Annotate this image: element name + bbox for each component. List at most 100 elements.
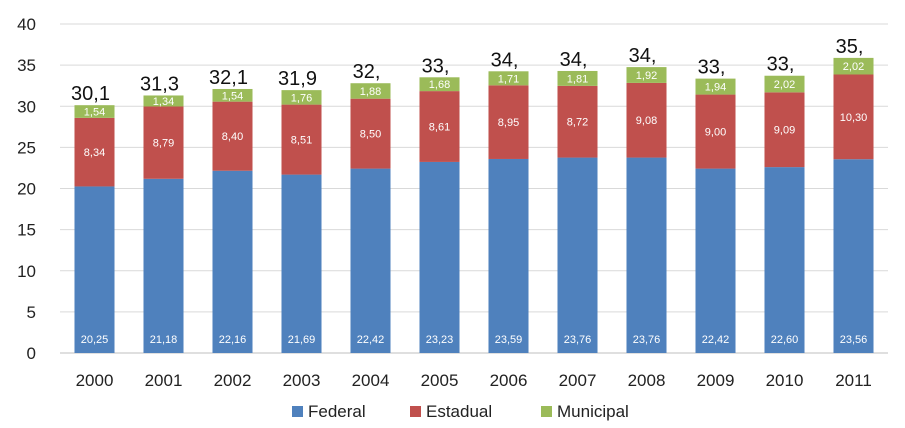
- data-label-estadual: 8,51: [291, 135, 312, 147]
- total-label: 33,: [698, 57, 726, 79]
- data-label-municipal: 1,71: [498, 73, 519, 85]
- total-label: 32,: [353, 61, 381, 83]
- bar-municipal: [419, 77, 460, 92]
- total-label: 32,1: [209, 67, 248, 89]
- data-label-federal: 22,42: [357, 334, 385, 346]
- data-label-municipal: 1,92: [636, 70, 657, 82]
- data-label-estadual: 9,08: [636, 115, 657, 127]
- data-label-municipal: 1,88: [360, 86, 381, 98]
- bar-estadual: [626, 82, 667, 158]
- bar-municipal: [212, 88, 253, 102]
- data-label-federal: 23,76: [633, 334, 661, 346]
- legend-label-federal: Federal: [308, 402, 366, 421]
- data-label-municipal: 1,34: [153, 96, 174, 108]
- y-tick-label: 5: [27, 303, 36, 322]
- y-tick-label: 35: [17, 56, 36, 75]
- x-tick-label: 2005: [421, 371, 459, 390]
- bar-municipal: [626, 67, 667, 83]
- data-label-estadual: 10,30: [840, 112, 868, 124]
- bar-federal: [350, 168, 391, 353]
- x-axis: 2000 2001 2002 2003 2004 2005 2006 2007 2008 2009…: [76, 371, 872, 390]
- data-label-federal: 22,42: [702, 334, 730, 346]
- bar-estadual: [419, 91, 460, 162]
- bar-municipal: [74, 105, 115, 118]
- bar-estadual: [764, 92, 805, 168]
- y-tick-label: 0: [27, 344, 36, 363]
- y-tick-label: 10: [17, 262, 36, 281]
- legend-swatch-municipal: [541, 406, 552, 417]
- bar-federal: [557, 157, 598, 353]
- data-label-municipal: 1,68: [429, 79, 450, 91]
- total-label: 31,9: [278, 68, 317, 90]
- data-label-federal: 23,56: [840, 334, 868, 346]
- bar-municipal: [350, 83, 391, 99]
- bar-federal: [281, 174, 322, 353]
- bar-estadual: [488, 85, 529, 159]
- bar-estadual: [74, 117, 115, 187]
- total-label: 30,1: [71, 83, 110, 105]
- x-tick-label: 2011: [835, 371, 872, 390]
- total-label: 34,: [629, 45, 657, 67]
- bar-estadual: [143, 106, 184, 179]
- x-tick-label: 2009: [697, 371, 735, 390]
- bar-municipal: [488, 71, 529, 86]
- bar-federal: [695, 168, 736, 353]
- x-tick-label: 2003: [283, 371, 321, 390]
- data-label-federal: 22,16: [219, 334, 247, 346]
- data-label-federal: 21,69: [288, 334, 316, 346]
- data-label-municipal: 2,02: [843, 61, 864, 73]
- x-tick-label: 2010: [766, 371, 804, 390]
- bar-federal: [764, 167, 805, 353]
- bar-federal: [143, 178, 184, 353]
- x-tick-label: 2007: [559, 371, 597, 390]
- x-tick-label: 2004: [352, 371, 390, 390]
- bar-federal: [833, 159, 874, 353]
- y-tick-label: 20: [17, 180, 36, 199]
- x-tick-label: 2008: [628, 371, 666, 390]
- bar-municipal: [281, 90, 322, 105]
- data-label-estadual: 8,50: [360, 129, 381, 141]
- y-tick-label: 15: [17, 221, 36, 240]
- legend-swatch-estadual: [410, 406, 421, 417]
- data-label-municipal: 1,81: [567, 73, 588, 85]
- bar-municipal: [764, 75, 805, 93]
- data-label-estadual: 8,40: [222, 131, 243, 143]
- x-tick-label: 2006: [490, 371, 528, 390]
- bar-municipal: [143, 95, 184, 107]
- data-label-estadual: 9,00: [705, 127, 726, 139]
- total-label: 33,: [422, 55, 450, 77]
- bar-federal: [74, 186, 115, 353]
- bar-estadual: [695, 94, 736, 169]
- legend-label-municipal: Municipal: [557, 402, 629, 421]
- bar-federal: [488, 158, 529, 353]
- data-label-municipal: 1,54: [84, 107, 105, 119]
- data-label-estadual: 8,61: [429, 122, 450, 134]
- data-label-estadual: 9,09: [774, 125, 795, 137]
- bar-estadual: [212, 101, 253, 171]
- data-label-federal: 20,25: [81, 334, 109, 346]
- x-tick-label: 2001: [145, 371, 183, 390]
- bar-municipal: [695, 78, 736, 95]
- bar-federal: [212, 170, 253, 353]
- total-label: 35,: [836, 36, 864, 58]
- bar-municipal: [833, 57, 874, 75]
- data-label-municipal: 1,94: [705, 82, 726, 94]
- legend-label-estadual: Estadual: [426, 402, 492, 421]
- data-label-estadual: 8,72: [567, 117, 588, 129]
- data-label-federal: 23,76: [564, 334, 592, 346]
- total-label: 34,: [491, 49, 519, 71]
- data-label-federal: 23,23: [426, 334, 454, 346]
- legend: Federal Estadual Municipal: [292, 402, 629, 421]
- data-label-estadual: 8,34: [84, 147, 105, 159]
- y-tick-label: 30: [17, 97, 36, 116]
- data-label-federal: 23,59: [495, 334, 523, 346]
- gridlines: [60, 23, 888, 354]
- data-label-municipal: 2,02: [774, 79, 795, 91]
- x-tick-label: 2000: [76, 371, 114, 390]
- total-label: 33,: [767, 54, 795, 76]
- bar-federal: [626, 157, 667, 353]
- legend-swatch-federal: [292, 406, 303, 417]
- bar-estadual: [281, 104, 322, 175]
- bar-federal: [419, 161, 460, 353]
